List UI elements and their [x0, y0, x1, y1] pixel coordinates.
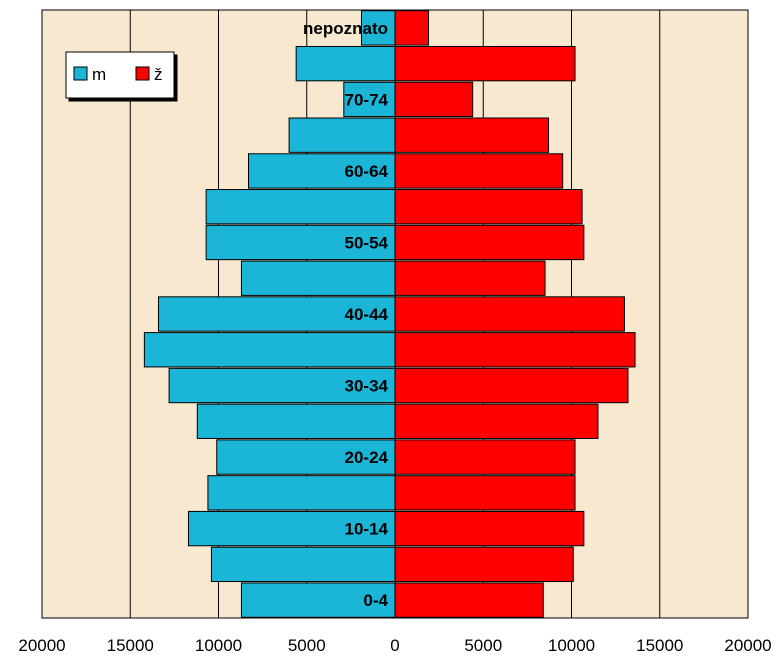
bar-z-35-39 [394, 332, 636, 368]
category-label: 20-24 [345, 448, 389, 467]
x-tick-label: 0 [390, 636, 399, 655]
x-tick-label: 20000 [724, 636, 771, 655]
x-tick-label: 5000 [464, 636, 502, 655]
bar-z-30-34 [394, 367, 629, 404]
x-tick-label: 15000 [107, 636, 154, 655]
bar-z-15-19 [394, 475, 576, 511]
x-tick-label: 15000 [636, 636, 683, 655]
bar-z-60-64 [394, 153, 564, 189]
bar-m-45-49 [240, 260, 396, 296]
bar-m-75-79 [295, 45, 396, 82]
category-label: 10-14 [345, 520, 389, 539]
legend-label-z: ž [154, 65, 163, 84]
bar-z-25-29 [394, 403, 599, 439]
bar-m-5-9 [210, 546, 396, 583]
bar-m-55-59 [205, 189, 396, 225]
bar-z-75-79 [394, 45, 576, 82]
legend-label-m: m [92, 65, 106, 84]
x-tick-label: 5000 [288, 636, 326, 655]
x-tick-label: 20000 [18, 636, 65, 655]
x-tick-label: 10000 [195, 636, 242, 655]
series-m-bars [143, 10, 396, 618]
bar-m-0-4 [240, 582, 396, 618]
bar-m-20-24 [216, 439, 396, 475]
x-axis-tick-labels: 20000 15000 10000 5000 0 5000 10000 15000 20000 [18, 636, 771, 655]
bar-z-20-24 [394, 439, 576, 475]
bar-m-10-14 [187, 510, 396, 547]
category-label: 40-44 [345, 305, 389, 324]
bar-m-50-54 [205, 224, 396, 261]
bar-z-70-74 [394, 81, 474, 118]
bar-z-5-9 [394, 546, 574, 583]
bar-m-15-19 [207, 475, 396, 511]
legend: m ž [65, 51, 175, 99]
bar-m-25-29 [196, 403, 396, 439]
legend-swatch-z [135, 66, 150, 81]
category-label: 0-4 [363, 591, 388, 610]
bar-m-65-69 [288, 117, 396, 153]
legend-swatch-m [73, 66, 88, 81]
bar-m-60-64 [248, 153, 396, 189]
category-label: 60-64 [345, 162, 389, 181]
bar-z-55-59 [394, 189, 583, 225]
bar-m-35-39 [143, 332, 396, 368]
category-label: 30-34 [345, 377, 389, 396]
series-z-bars [394, 10, 636, 618]
bar-z-45-49 [394, 260, 546, 296]
bar-z-10-14 [394, 510, 585, 547]
bar-m-70-74 [343, 81, 396, 118]
category-labels: 0-4 10-14 20-24 30-34 40-44 50-54 60-64 70-74 ne… [303, 19, 389, 610]
x-tick-label: 10000 [548, 636, 595, 655]
bar-z-nepoznato [394, 10, 430, 46]
bar-z-0-4 [394, 582, 544, 618]
bar-z-40-44 [394, 296, 625, 332]
category-label: 70-74 [345, 90, 389, 109]
bar-z-50-54 [394, 224, 585, 261]
category-label: nepoznato [303, 19, 388, 38]
bar-z-65-69 [394, 117, 550, 153]
category-label: 50-54 [345, 233, 389, 252]
